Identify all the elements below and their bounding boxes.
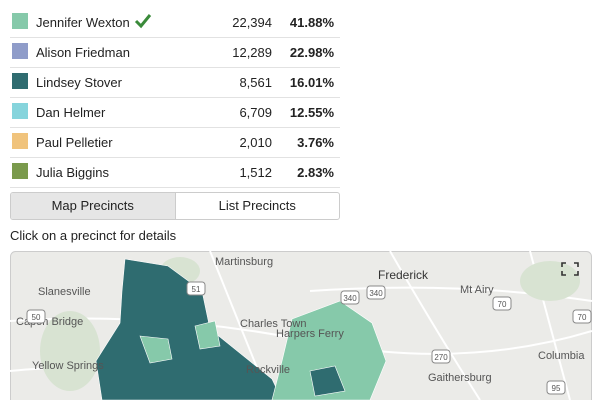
shield	[366, 285, 386, 300]
candidate-name: Lindsey Stover	[36, 75, 122, 90]
result-row: Julia Biggins 1,512 2.83%	[10, 157, 340, 188]
result-row: Alison Friedman 12,289 22.98%	[10, 37, 340, 68]
candidate-name: Paul Pelletier	[36, 135, 113, 150]
candidate-name: Julia Biggins	[36, 165, 109, 180]
shield	[431, 349, 451, 364]
swatch	[12, 133, 28, 149]
place-label: Martinsburg	[215, 256, 273, 268]
percent: 16.01%	[289, 75, 334, 90]
swatch	[12, 73, 28, 89]
place-label: Slanesville	[38, 286, 91, 298]
road-shields: 51 340 340 70 50 70 270 95	[26, 281, 592, 395]
place-label: Capon Bridge	[16, 316, 83, 328]
winner-check	[134, 14, 152, 29]
votes: 2,010	[239, 135, 272, 150]
place-labels: Martinsburg Frederick Slanesville Harpers F…	[16, 256, 585, 384]
shield	[186, 281, 206, 296]
region[interactable]	[309, 365, 346, 397]
result-row: Lindsey Stover 8,561 16.01%	[10, 67, 340, 98]
region[interactable]	[194, 320, 221, 350]
instruction: Click on a precinct for details	[10, 228, 177, 243]
shield	[572, 309, 592, 324]
swatch	[12, 163, 28, 179]
shield-label: 95	[552, 384, 561, 393]
candidate-name: Dan Helmer	[36, 105, 106, 120]
swatch	[12, 13, 28, 29]
shield	[546, 380, 566, 395]
percent: 2.83%	[297, 165, 334, 180]
place-label: Yellow Springs	[32, 360, 104, 372]
terrain	[40, 257, 580, 391]
shield-label: 51	[192, 285, 201, 294]
candidate-name: Alison Friedman	[36, 45, 130, 60]
shield-label: 70	[578, 313, 587, 322]
shield	[340, 290, 360, 305]
votes: 22,394	[232, 15, 272, 30]
result-row: Jennifer Wexton 22,394 41.88%	[10, 7, 340, 38]
swatch	[12, 43, 28, 59]
place-label: Columbia	[538, 350, 585, 362]
place-label: Harpers Ferry	[276, 328, 344, 340]
map[interactable]: Martinsburg Frederick Slanesville Harpers F…	[10, 251, 592, 400]
percent: 22.98%	[289, 45, 334, 60]
place-label: Mt Airy	[460, 284, 494, 296]
shield-label: 340	[343, 294, 357, 303]
votes: 12,289	[232, 45, 272, 60]
fullscreen-icon[interactable]	[561, 262, 579, 276]
votes: 1,512	[239, 165, 272, 180]
place-label: Frederick	[378, 268, 429, 282]
check	[134, 14, 152, 29]
shield-label: 270	[434, 353, 448, 362]
region[interactable]	[271, 300, 387, 400]
tab[interactable]: List Precincts	[218, 198, 296, 213]
shield	[492, 296, 512, 311]
place-label: Gaithersburg	[428, 372, 492, 384]
percent: 12.55%	[289, 105, 334, 120]
place-label: Rockville	[246, 364, 290, 376]
votes: 6,709	[239, 105, 272, 120]
percent: 41.88%	[289, 15, 334, 30]
candidate-name: Jennifer Wexton	[36, 15, 130, 30]
shield-label: 340	[369, 289, 383, 298]
result-row: Paul Pelletier 2,010 3.76%	[10, 127, 340, 158]
place-label: Charles Town	[240, 318, 306, 330]
shield-label: 50	[32, 313, 41, 322]
tab[interactable]: Map Precincts	[11, 193, 176, 219]
result-row: Dan Helmer 6,709 12.55%	[10, 97, 340, 128]
tabs: Map Precincts List Precincts	[10, 192, 340, 220]
shield-label: 70	[498, 300, 507, 309]
votes: 8,561	[239, 75, 272, 90]
region[interactable]	[139, 335, 173, 364]
shield	[26, 309, 46, 324]
percent: 3.76%	[297, 135, 334, 150]
swatch	[12, 103, 28, 119]
